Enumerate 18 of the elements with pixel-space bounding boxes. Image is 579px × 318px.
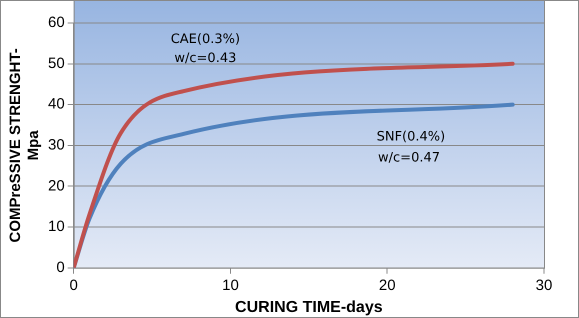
annotation: w/c=0.47	[378, 150, 440, 166]
y-tick-label: 30	[48, 136, 65, 154]
annotation: SNF(0.4%)	[376, 130, 446, 145]
y-tick-label: 40	[48, 96, 65, 113]
y-tick-label: 0	[56, 258, 65, 276]
x-tick-label: 20	[378, 276, 396, 294]
y-tick-label: 20	[48, 177, 65, 194]
annotation: w/c=0.43	[174, 50, 236, 66]
x-tick-label: 30	[536, 276, 552, 294]
x-axis-title: CURING TIME-days	[235, 298, 383, 316]
y-tick-label: 60	[48, 14, 65, 32]
line-series	[74, 62, 515, 268]
annotation: CAE(0.3%)	[170, 32, 240, 47]
y-tick-label: 50	[48, 54, 65, 72]
y-tick-label: 10	[48, 218, 65, 236]
x-tick-label: 10	[222, 276, 239, 294]
x-tick-label: 0	[70, 276, 78, 294]
y-axis-title: COMPreSSIVE STRENGHT- Mpa	[7, 48, 42, 242]
